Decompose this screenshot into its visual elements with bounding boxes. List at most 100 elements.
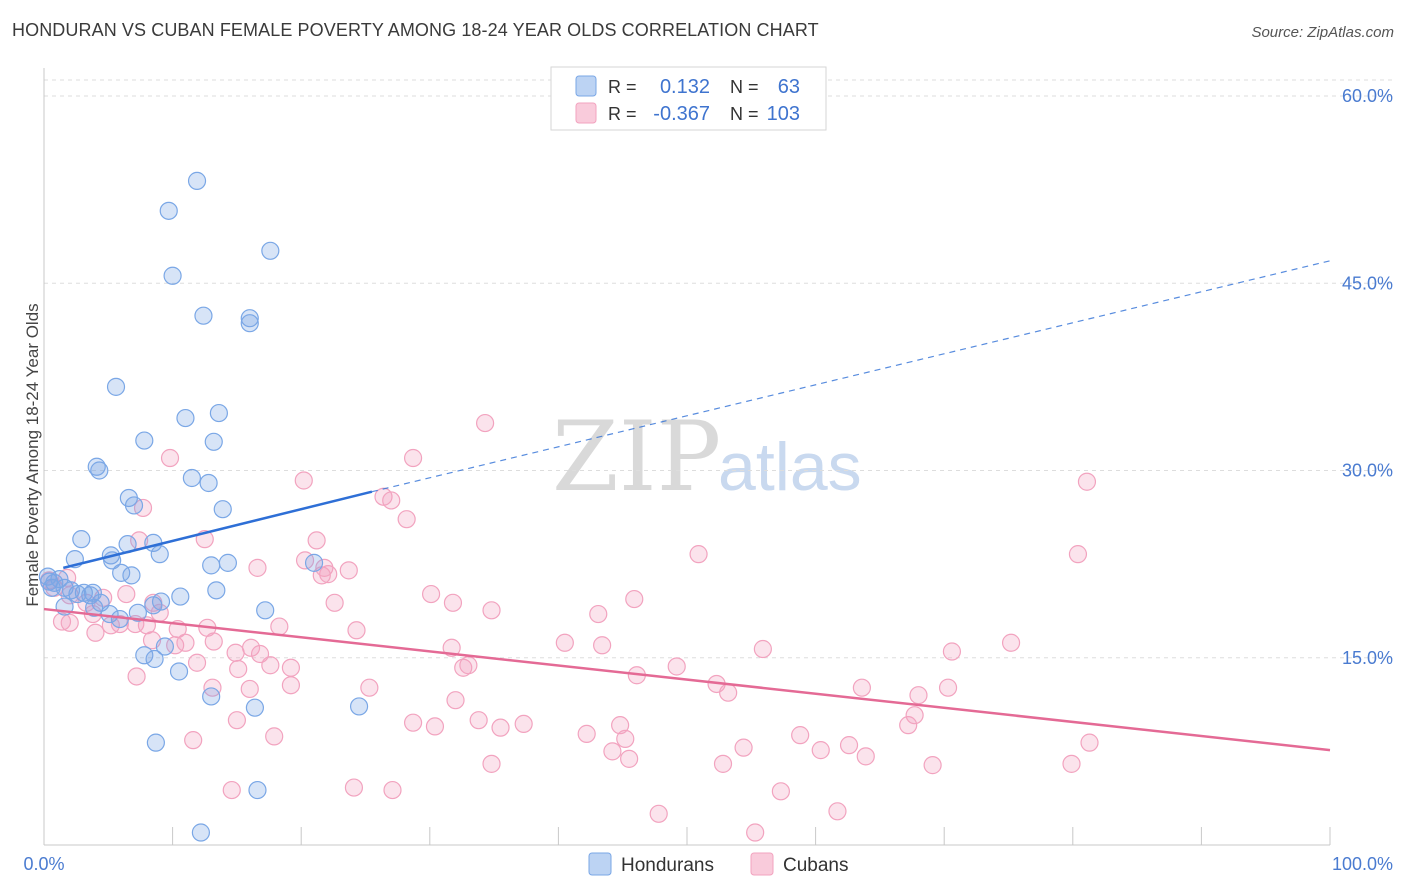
hondurans-swatch bbox=[575, 75, 597, 97]
hondurans-point bbox=[202, 556, 221, 575]
cubans-point bbox=[689, 545, 708, 564]
cubans-n-label: N = bbox=[730, 104, 759, 124]
hondurans-point bbox=[72, 530, 91, 549]
hondurans-point bbox=[202, 687, 221, 706]
hondurans-point bbox=[135, 431, 154, 450]
hondurans-point bbox=[240, 309, 259, 328]
cubans-point bbox=[261, 656, 280, 675]
cubans-point bbox=[482, 754, 501, 773]
cubans-point bbox=[475, 413, 495, 433]
cubans-point bbox=[117, 584, 136, 604]
legend-cubans-swatch bbox=[750, 852, 774, 876]
cubans-point bbox=[325, 593, 344, 612]
hondurans-n-label: N = bbox=[730, 77, 759, 97]
hondurans-point bbox=[218, 553, 237, 572]
x-tick-label: 100.0% bbox=[1332, 854, 1393, 874]
hondurans-point bbox=[176, 408, 195, 428]
hondurans-point bbox=[194, 306, 213, 325]
cubans-point bbox=[315, 558, 334, 577]
cubans-point bbox=[459, 656, 478, 675]
legend-cubans-label: Cubans bbox=[783, 855, 849, 876]
y-tick-label: 30.0% bbox=[1342, 461, 1393, 481]
cubans-point bbox=[347, 621, 366, 640]
cubans-point bbox=[383, 780, 402, 800]
y-tick-label: 15.0% bbox=[1342, 648, 1393, 668]
cubans-point bbox=[446, 691, 465, 710]
hondurans-point bbox=[135, 646, 154, 665]
cubans-point bbox=[403, 448, 423, 468]
cubans-point bbox=[909, 686, 928, 705]
stats-legend-box bbox=[550, 66, 827, 131]
hondurans-point bbox=[106, 377, 126, 396]
hondurans-point bbox=[245, 698, 265, 717]
stats-legend: R = 0.132 N = 63 R = -0.367 N = 103 bbox=[550, 66, 827, 131]
hondurans-point bbox=[261, 241, 280, 260]
cubans-point bbox=[250, 644, 270, 664]
cubans-point bbox=[240, 679, 259, 699]
hondurans-r-value: 0.132 bbox=[660, 76, 710, 98]
cubans-point bbox=[227, 711, 246, 730]
legend-hondurans-label: Hondurans bbox=[621, 855, 714, 876]
cubans-point bbox=[577, 724, 596, 743]
cubans-trend-line bbox=[43, 607, 1331, 752]
cubans-point bbox=[1001, 633, 1021, 652]
cubans-point bbox=[649, 804, 668, 823]
hondurans-point bbox=[128, 603, 147, 622]
cubans-point bbox=[899, 716, 918, 735]
cubans-point bbox=[603, 742, 622, 761]
cubans-point bbox=[589, 604, 608, 624]
cubans-point bbox=[938, 678, 958, 697]
cubans-point bbox=[229, 659, 248, 679]
cubans-point bbox=[905, 706, 924, 725]
axes bbox=[43, 68, 1331, 846]
hondurans-point bbox=[163, 266, 182, 285]
cubans-point bbox=[753, 639, 772, 659]
cubans-point bbox=[403, 713, 423, 732]
cubans-point bbox=[1077, 472, 1097, 491]
hondurans-point bbox=[349, 697, 369, 716]
hondurans-point bbox=[240, 314, 259, 333]
cubans-point bbox=[482, 601, 501, 620]
cubans-point bbox=[270, 617, 289, 636]
hondurans-point bbox=[304, 553, 324, 572]
cubans-point bbox=[620, 749, 639, 768]
hondurans-n-value: 63 bbox=[778, 76, 800, 98]
cubans-point bbox=[184, 731, 203, 750]
cubans-point bbox=[811, 741, 830, 760]
cubans-point bbox=[719, 683, 738, 702]
cubans-point bbox=[127, 667, 146, 686]
cubans-point bbox=[442, 638, 461, 657]
cubans-point bbox=[491, 718, 510, 737]
cubans-point bbox=[226, 643, 245, 662]
hondurans-point bbox=[169, 662, 189, 681]
cubans-point bbox=[852, 678, 871, 697]
y-tick-label: 60.0% bbox=[1342, 86, 1393, 106]
cubans-point bbox=[791, 726, 810, 745]
cubans-point bbox=[281, 676, 301, 695]
cubans-point bbox=[425, 717, 445, 736]
cubans-point bbox=[593, 636, 612, 655]
cubans-r-label: R = bbox=[608, 104, 637, 124]
cubans-point bbox=[734, 738, 753, 757]
cubans-point bbox=[60, 613, 79, 632]
cubans-point bbox=[625, 589, 644, 609]
cubans-point bbox=[307, 531, 326, 550]
cubans-point bbox=[942, 642, 962, 661]
cubans-point bbox=[713, 754, 733, 773]
cubans-point bbox=[856, 747, 875, 766]
hondurans-point bbox=[124, 496, 144, 515]
cubans-point bbox=[611, 716, 630, 735]
hondurans-point bbox=[45, 573, 64, 592]
y-tick-label: 45.0% bbox=[1342, 273, 1393, 293]
cubans-point bbox=[294, 471, 313, 490]
hondurans-point bbox=[213, 500, 232, 519]
source-note: Source: ZipAtlas.com bbox=[1251, 24, 1394, 41]
tick-labels: 15.0% 30.0% 45.0% 60.0% 0.0% 100.0% bbox=[23, 86, 1393, 874]
cubans-point bbox=[421, 584, 441, 604]
cubans-point bbox=[1062, 754, 1081, 773]
hondurans-point bbox=[122, 566, 141, 585]
watermark-atlas: atlas bbox=[718, 429, 862, 505]
cubans-point bbox=[360, 678, 379, 697]
cubans-point bbox=[1080, 733, 1099, 752]
